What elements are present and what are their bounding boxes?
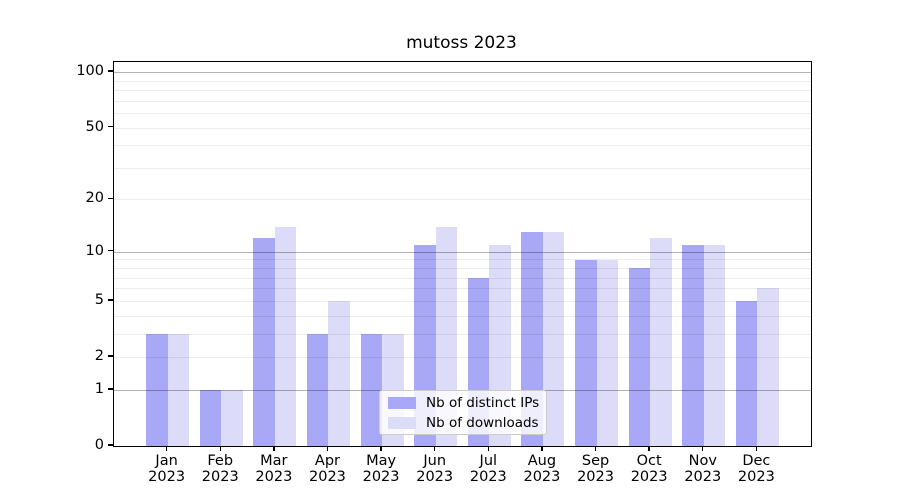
bar-distinct-ips [253, 238, 275, 446]
x-tick-mark [755, 446, 758, 452]
x-tick-label: Apr 2023 [309, 453, 346, 485]
x-tick-mark [594, 446, 597, 452]
x-tick-mark [219, 446, 221, 452]
bar-distinct-ips [735, 300, 758, 446]
x-tick-label: May 2023 [362, 453, 400, 485]
plot-area: Nb of distinct IPs Nb of downloads [113, 61, 812, 447]
y-tick-label: 0 [94, 437, 104, 453]
bar-distinct-ips [682, 244, 704, 446]
x-tick-label: Mar 2023 [255, 453, 293, 485]
y-tick-label: 100 [76, 63, 104, 80]
x-tick-mark [541, 446, 543, 452]
y-tick-label: 20 [85, 190, 104, 207]
x-tick-label: Nov 2023 [684, 453, 722, 485]
x-tick-label: Jan 2023 [148, 453, 186, 485]
y-tick-mark [108, 355, 113, 357]
y-tick-mark [108, 444, 113, 446]
chart-title: mutoss 2023 [406, 33, 517, 53]
gridline-minor [114, 333, 811, 335]
bar-downloads [703, 244, 726, 446]
y-tick-mark [108, 125, 113, 128]
bar-downloads [596, 259, 619, 446]
y-tick-label: 10 [85, 242, 104, 259]
legend: Nb of distinct IPs Nb of downloads [379, 390, 547, 435]
gridline-minor [114, 167, 811, 169]
x-tick-label: Jul 2023 [469, 453, 507, 485]
gridline-minor [114, 315, 811, 317]
y-tick-mark [108, 299, 113, 301]
x-tick-label: Jun 2023 [416, 453, 454, 485]
legend-item-downloads: Nb of downloads [388, 414, 539, 431]
gridline-major [114, 251, 811, 253]
legend-swatch-downloads [388, 416, 416, 429]
x-tick-mark [273, 446, 275, 452]
x-tick-label: Dec 2023 [737, 453, 775, 485]
gridline-minor [114, 300, 811, 302]
gridline-minor [114, 259, 811, 261]
x-tick-mark [702, 446, 704, 452]
x-tick-mark [487, 446, 489, 452]
x-tick-mark [433, 446, 436, 452]
x-tick-label: Aug 2023 [523, 453, 561, 485]
gridline-major [114, 72, 811, 74]
legend-swatch-distinct-ips [388, 396, 416, 409]
x-tick-label: Oct 2023 [630, 453, 668, 485]
bar-downloads [328, 300, 350, 446]
legend-label-downloads: Nb of downloads [426, 414, 539, 431]
bar-downloads [542, 232, 565, 446]
y-tick-label: 2 [94, 348, 104, 364]
gridline-minor [114, 357, 811, 358]
gridline-minor [114, 90, 811, 92]
gridline-minor [114, 268, 811, 270]
bar-downloads [221, 389, 243, 446]
x-tick-label: Sep 2023 [577, 453, 614, 485]
x-tick-mark [648, 446, 650, 452]
y-tick-mark [108, 70, 113, 72]
gridline-minor [114, 127, 811, 129]
gridline-minor [114, 100, 811, 102]
y-tick-mark [108, 388, 113, 390]
bar-distinct-ips [575, 259, 597, 446]
x-tick-mark [165, 446, 168, 452]
y-tick-mark [108, 197, 113, 200]
y-tick-label: 1 [94, 380, 104, 397]
bar-distinct-ips [199, 389, 222, 446]
y-tick-mark [108, 250, 113, 252]
gridline-minor [114, 199, 811, 201]
y-tick-label: 5 [94, 291, 104, 308]
gridline-minor [114, 288, 811, 290]
bar-downloads [757, 288, 779, 446]
gridline-minor [114, 80, 811, 82]
x-tick-mark [380, 446, 382, 452]
gridline-minor [114, 145, 811, 147]
x-tick-label: Feb 2023 [201, 453, 239, 485]
bar-downloads [274, 226, 297, 446]
gridline-minor [114, 277, 811, 279]
legend-label-distinct-ips: Nb of distinct IPs [426, 394, 540, 411]
gridline-minor [114, 113, 811, 115]
y-tick-label: 50 [85, 118, 104, 135]
bar-downloads [650, 238, 672, 446]
legend-item-distinct-ips: Nb of distinct IPs [388, 394, 540, 411]
x-tick-mark [326, 446, 329, 452]
